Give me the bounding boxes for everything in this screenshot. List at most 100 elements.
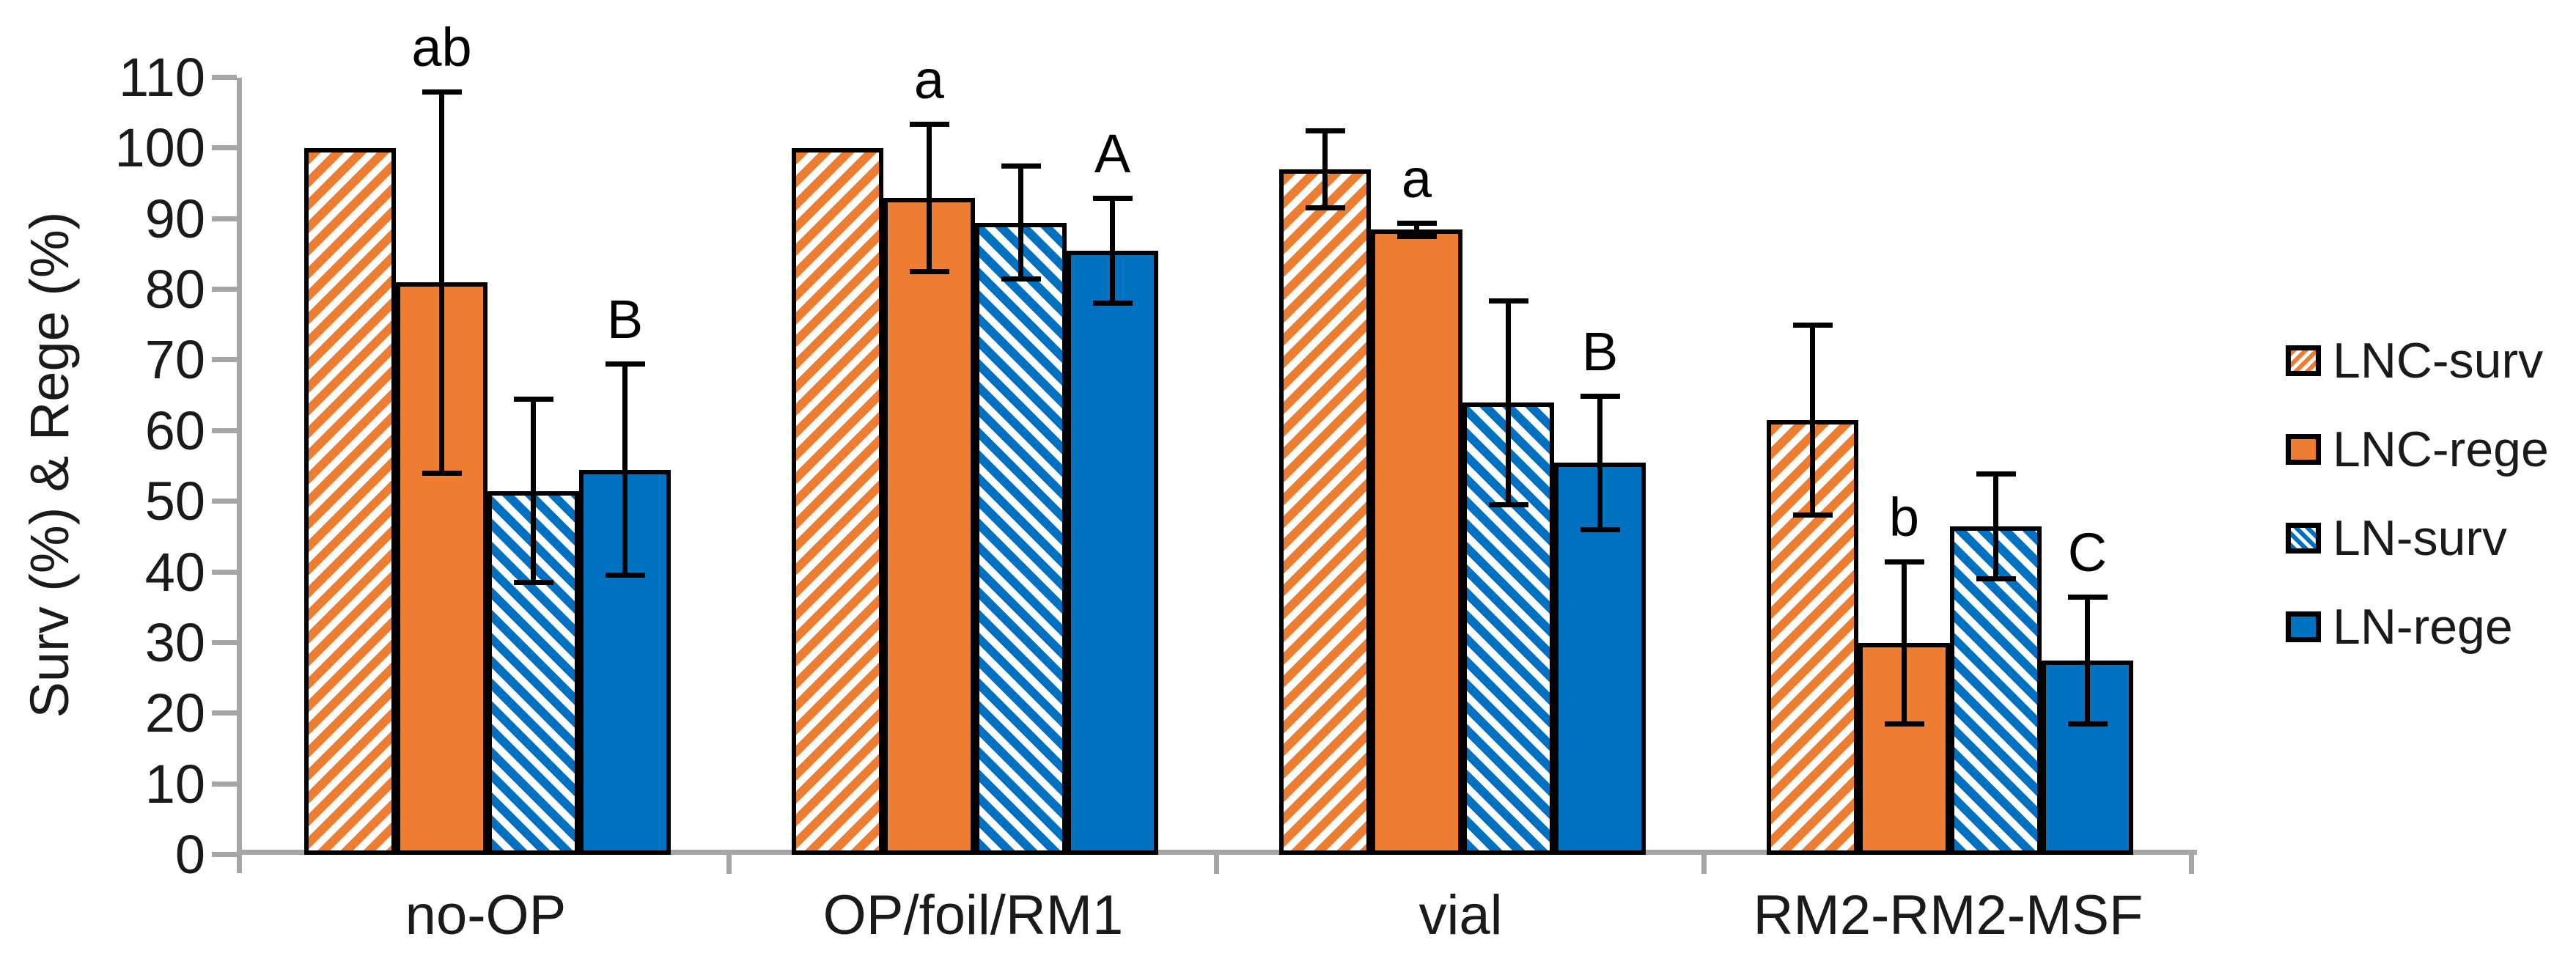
significance-letter: ab (411, 17, 472, 78)
x-tick (1701, 852, 1707, 874)
error-bar-cap-bottom (1976, 576, 2016, 582)
legend-item-LN-surv: LN-surv (2286, 505, 2507, 571)
significance-letter: a (1401, 147, 1432, 209)
bar-LNC-rege-OP/foil/RM1 (883, 197, 975, 855)
error-bar-line (439, 92, 444, 474)
y-tick (212, 852, 237, 857)
y-axis-line (237, 78, 242, 873)
legend-label: LN-surv (2333, 510, 2508, 566)
legend-swatch-icon (2286, 523, 2321, 554)
y-tick-label: 20 (144, 683, 205, 744)
bar-LN-surv-OP/foil/RM1 (975, 222, 1067, 855)
y-tick-label: 50 (144, 471, 205, 532)
legend-label: LNC-surv (2333, 333, 2544, 389)
error-bar-cap-bottom (513, 580, 553, 585)
significance-letter: b (1888, 487, 1920, 548)
y-tick (212, 569, 237, 575)
legend-swatch-icon (2286, 611, 2321, 642)
y-tick-label: 40 (144, 541, 205, 603)
error-bar-cap-top (2067, 595, 2108, 600)
legend-label: LNC-rege (2333, 422, 2549, 477)
error-bar-line (622, 364, 628, 576)
error-bar-cap-bottom (1884, 721, 1924, 727)
legend-label: LN-rege (2333, 599, 2513, 655)
y-tick (212, 357, 237, 363)
legend-item-LNC-rege: LNC-rege (2286, 416, 2549, 482)
bar-LNC-surv-vial (1279, 169, 1371, 855)
significance-letter: B (1581, 320, 1619, 382)
legend-swatch-icon (2286, 434, 2321, 465)
x-tick (726, 852, 732, 874)
y-tick (212, 710, 237, 716)
category-label: RM2-RM2-MSF (1753, 884, 2143, 946)
significance-letter: C (2067, 522, 2108, 584)
significance-letter: B (606, 289, 644, 350)
error-bar-line (1597, 395, 1602, 530)
error-bar-cap-top (513, 397, 553, 402)
error-bar-cap-top (909, 121, 949, 127)
error-bar-cap-bottom (1580, 526, 1620, 532)
error-bar-line (2085, 597, 2090, 724)
error-bar-cap-bottom (1305, 205, 1345, 211)
y-tick-label: 90 (144, 188, 205, 249)
error-bar-cap-top (1580, 393, 1620, 399)
error-bar-line (1110, 197, 1115, 304)
error-bar-cap-top (1884, 559, 1924, 565)
y-tick-label: 70 (144, 329, 205, 391)
error-bar-line (927, 123, 932, 272)
error-bar-line (1414, 222, 1419, 237)
y-tick-label: 0 (174, 824, 205, 885)
error-bar-line (1993, 473, 1998, 580)
y-tick-label: 30 (144, 611, 205, 673)
error-bar-cap-bottom (1092, 301, 1133, 306)
y-tick (212, 75, 237, 80)
x-tick (2189, 852, 2194, 874)
error-bar-cap-top (1305, 128, 1345, 134)
y-tick-label: 100 (114, 117, 205, 179)
y-tick-label: 60 (144, 400, 205, 461)
error-bar-line (1322, 130, 1328, 209)
error-bar-cap-top (605, 361, 645, 367)
y-tick-label: 80 (144, 259, 205, 320)
y-tick (212, 781, 237, 787)
error-bar-cap-top (1976, 471, 2016, 477)
error-bar-cap-top (1001, 163, 1041, 169)
error-bar-line (1902, 562, 1907, 724)
error-bar-line (1018, 166, 1023, 279)
bar-LNC-surv-OP/foil/RM1 (792, 148, 883, 855)
error-bar-cap-bottom (605, 573, 645, 578)
y-tick (212, 145, 237, 151)
error-bar-cap-bottom (2067, 721, 2108, 727)
bar-LN-surv-vial (1462, 402, 1554, 855)
legend-swatch-icon (2286, 345, 2321, 376)
error-bar-cap-top (1396, 220, 1437, 226)
error-bar-cap-top (1792, 323, 1833, 328)
error-bar-cap-top (1488, 298, 1528, 304)
significance-letter: A (1094, 122, 1131, 184)
category-label: no-OP (405, 884, 567, 946)
category-label: OP/foil/RM1 (823, 884, 1124, 946)
error-bar-cap-bottom (909, 269, 949, 274)
error-bar-cap-bottom (1396, 233, 1437, 239)
y-tick (212, 216, 237, 221)
y-tick-label: 10 (144, 753, 205, 815)
y-tick (212, 287, 237, 293)
error-bar-cap-top (422, 89, 462, 95)
y-tick (212, 639, 237, 645)
y-tick (212, 427, 237, 433)
error-bar-line (1506, 300, 1511, 505)
error-bar-line (1810, 325, 1815, 516)
error-bar-cap-bottom (1792, 512, 1833, 518)
bar-LN-rege-OP/foil/RM1 (1067, 251, 1158, 855)
y-tick (212, 499, 237, 504)
error-bar-cap-bottom (422, 470, 462, 476)
error-bar-cap-top (1092, 195, 1133, 201)
error-bar-line (531, 399, 536, 583)
significance-letter: a (913, 48, 945, 110)
category-label: vial (1418, 884, 1503, 946)
bar-LNC-rege-vial (1371, 229, 1462, 855)
y-tick-label: 110 (119, 47, 205, 108)
legend-item-LN-rege: LN-rege (2286, 594, 2513, 660)
x-tick (1214, 852, 1219, 874)
